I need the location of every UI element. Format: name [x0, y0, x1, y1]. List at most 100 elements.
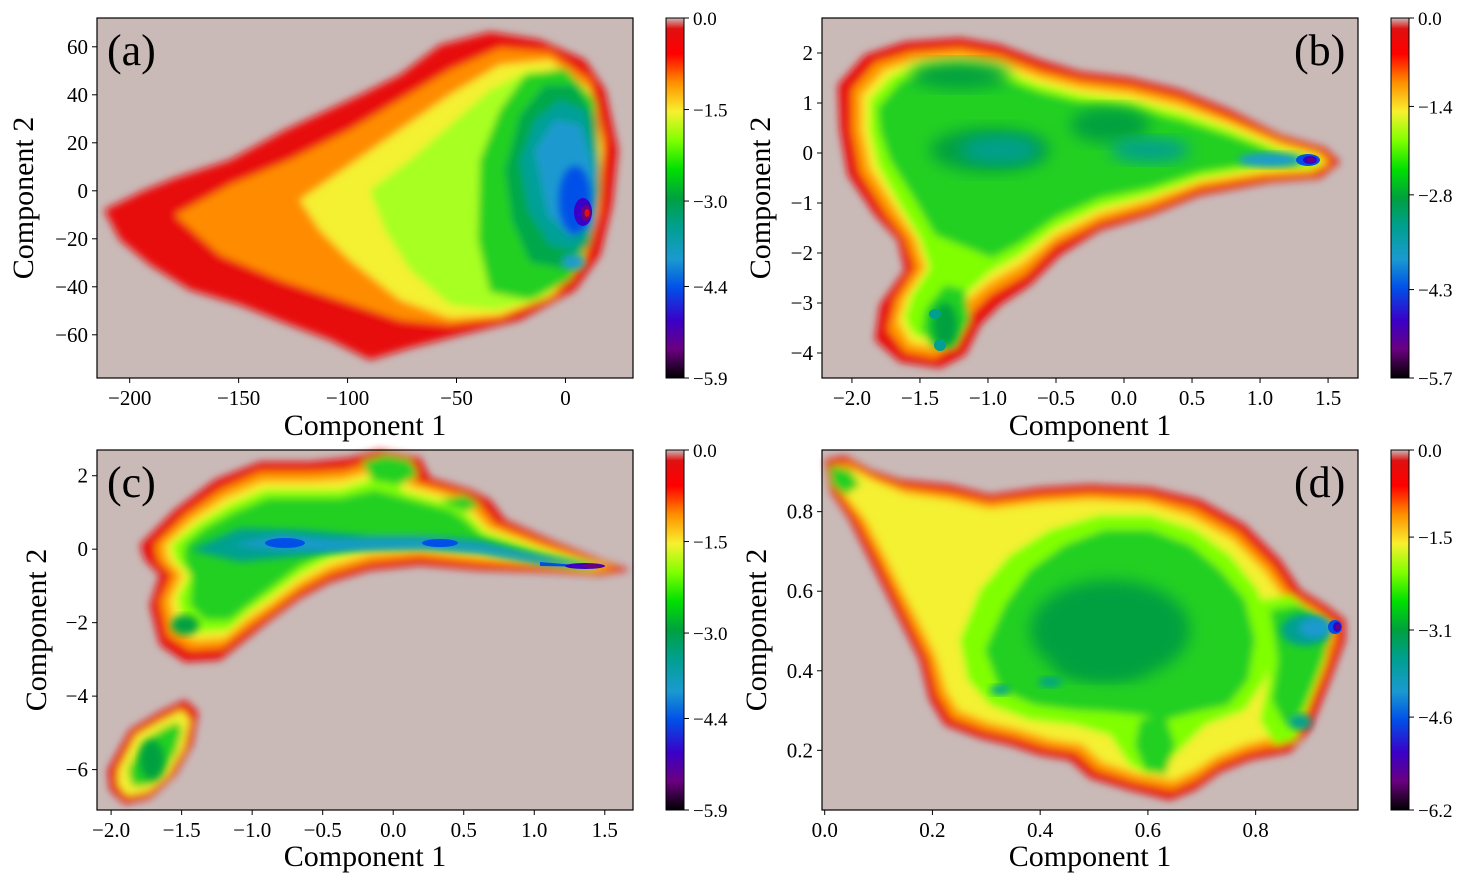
panel-c-yticks: 2 0 −2 −4 −6 [66, 464, 97, 782]
x-tick-label: −0.5 [1037, 386, 1075, 410]
colorbar-tick-label: −1.5 [1418, 528, 1452, 549]
x-tick-label: 1.0 [1247, 386, 1273, 410]
panel-d-yticks: 0.8 0.6 0.4 0.2 [787, 500, 822, 762]
y-tick-label: 0.4 [787, 659, 814, 683]
x-tick-label: −200 [108, 386, 151, 410]
panel-c-label: (c) [107, 458, 156, 507]
x-tick-label: 0.0 [1111, 386, 1137, 410]
panel-c: −2.0 −1.5 −1.0 −0.5 0.0 0.5 1.0 1.5 2 0 −2 −4 −6 Co… [20, 441, 728, 873]
x-tick-label: −1.5 [163, 818, 201, 842]
x-tick-label: 0.2 [919, 818, 945, 842]
x-tick-label: −150 [217, 386, 260, 410]
panel-c-density [108, 450, 630, 804]
y-tick-label: −60 [55, 323, 88, 347]
colorbar-tick-label: −4.4 [693, 277, 728, 298]
x-tick-label: 0.4 [1027, 818, 1054, 842]
panel-b-ylabel: Component 2 [744, 117, 777, 280]
x-tick-label: 1.5 [592, 818, 618, 842]
panel-d-colorbar [1390, 449, 1410, 811]
y-tick-label: 0.2 [787, 738, 813, 762]
colorbar-tick-label: −3.0 [693, 192, 727, 213]
panel-a-xticks: −200 −150 −100 −50 0 [108, 378, 571, 410]
x-tick-label: 0.0 [380, 818, 406, 842]
panel-a-xlabel: Component 1 [284, 409, 447, 442]
y-tick-label: −1 [791, 191, 813, 215]
colorbar-tick-label: −5.9 [693, 369, 727, 390]
x-tick-label: 1.5 [1315, 386, 1341, 410]
colorbar-tick-label: −1.5 [693, 533, 727, 554]
panel-a: −200 −150 −100 −50 0 60 40 20 0 −20 −40 −60 Compon… [7, 9, 728, 442]
x-tick-label: 0.5 [451, 818, 477, 842]
colorbar-tick-label: −4.4 [693, 709, 728, 730]
y-tick-label: 40 [67, 83, 88, 107]
y-tick-label: −2 [791, 241, 813, 265]
y-tick-label: 0 [78, 179, 89, 203]
colorbar-tick-label: −6.2 [1418, 801, 1452, 822]
x-tick-label: −2.0 [833, 386, 871, 410]
x-tick-label: 0.5 [1179, 386, 1205, 410]
panel-b-colorbar [1390, 17, 1410, 379]
y-tick-label: 0.8 [787, 500, 813, 524]
x-tick-label: −1.5 [901, 386, 939, 410]
panel-d-frame [821, 449, 1359, 811]
panel-d-density [825, 456, 1345, 800]
x-tick-label: 0.6 [1135, 818, 1161, 842]
colorbar-tick-label: −3.1 [1418, 621, 1452, 642]
panel-a-ylabel: Component 2 [7, 117, 40, 280]
panel-a-yticks: 60 40 20 0 −20 −40 −60 [55, 35, 97, 347]
x-tick-label: −50 [440, 386, 473, 410]
x-tick-label: −1.0 [969, 386, 1007, 410]
panel-b-label: (b) [1294, 26, 1345, 75]
y-tick-label: −4 [791, 341, 814, 365]
panel-d-ylabel: Component 2 [740, 549, 773, 712]
colorbar-tick-label: 0.0 [1418, 441, 1442, 462]
panel-a-frame [96, 17, 634, 379]
panel-d-xlabel: Component 1 [1009, 840, 1172, 873]
x-tick-label: 0 [560, 386, 571, 410]
y-tick-label: −4 [66, 684, 89, 708]
y-tick-label: −2 [66, 611, 88, 635]
y-tick-label: 2 [803, 41, 814, 65]
colorbar-tick-label: 0.0 [693, 9, 717, 30]
panel-b-xlabel: Component 1 [1009, 409, 1172, 442]
panel-b-yticks: 2 1 0 −1 −2 −3 −4 [791, 41, 822, 365]
panel-c-ylabel: Component 2 [20, 549, 53, 712]
colorbar-tick-label: −4.3 [1418, 281, 1452, 302]
panel-d-colorbar-ticks: 0.0 −1.5 −3.1 −4.6 −6.2 [1409, 441, 1452, 822]
y-tick-label: −40 [55, 275, 88, 299]
panel-b: −2.0 −1.5 −1.0 −0.5 0.0 0.5 1.0 1.5 2 1 0 −1 −2 −3 −4… [744, 9, 1453, 442]
x-tick-label: 0.8 [1243, 818, 1269, 842]
panel-c-colorbar [665, 449, 685, 811]
y-tick-label: −3 [791, 291, 813, 315]
panel-c-xticks: −2.0 −1.5 −1.0 −0.5 0.0 0.5 1.0 1.5 [92, 810, 618, 842]
x-tick-label: 1.0 [521, 818, 547, 842]
panel-c-frame [96, 449, 634, 811]
panel-b-xticks: −2.0 −1.5 −1.0 −0.5 0.0 0.5 1.0 1.5 [833, 378, 1341, 410]
panel-d-xticks: 0.0 0.2 0.4 0.6 0.8 [812, 810, 1269, 842]
x-tick-label: −2.0 [92, 818, 130, 842]
y-tick-label: 0.6 [787, 579, 813, 603]
y-tick-label: 0 [78, 537, 89, 561]
y-tick-label: −20 [55, 227, 88, 251]
y-tick-label: 0 [803, 141, 814, 165]
y-tick-label: 60 [67, 35, 88, 59]
colorbar-tick-label: −5.7 [1418, 369, 1452, 390]
panel-a-label: (a) [107, 26, 156, 75]
panel-b-frame [821, 17, 1359, 379]
x-tick-label: 0.0 [812, 818, 838, 842]
panel-b-density [838, 38, 1340, 368]
panel-c-colorbar-ticks: 0.0 −1.5 −3.0 −4.4 −5.9 [684, 441, 728, 822]
colorbar-tick-label: 0.0 [1418, 9, 1442, 30]
panel-a-colorbar [665, 17, 685, 379]
panel-d-label: (d) [1294, 458, 1345, 507]
y-tick-label: 1 [803, 91, 814, 115]
colorbar-tick-label: −3.0 [693, 624, 727, 645]
colorbar-tick-label: −1.4 [1418, 97, 1453, 118]
x-tick-label: −1.0 [233, 818, 271, 842]
y-tick-label: 20 [67, 131, 88, 155]
panel-a-density [104, 32, 618, 360]
colorbar-tick-label: −4.6 [1418, 708, 1452, 729]
colorbar-tick-label: −1.5 [693, 101, 727, 122]
panel-c-xlabel: Component 1 [284, 840, 447, 873]
